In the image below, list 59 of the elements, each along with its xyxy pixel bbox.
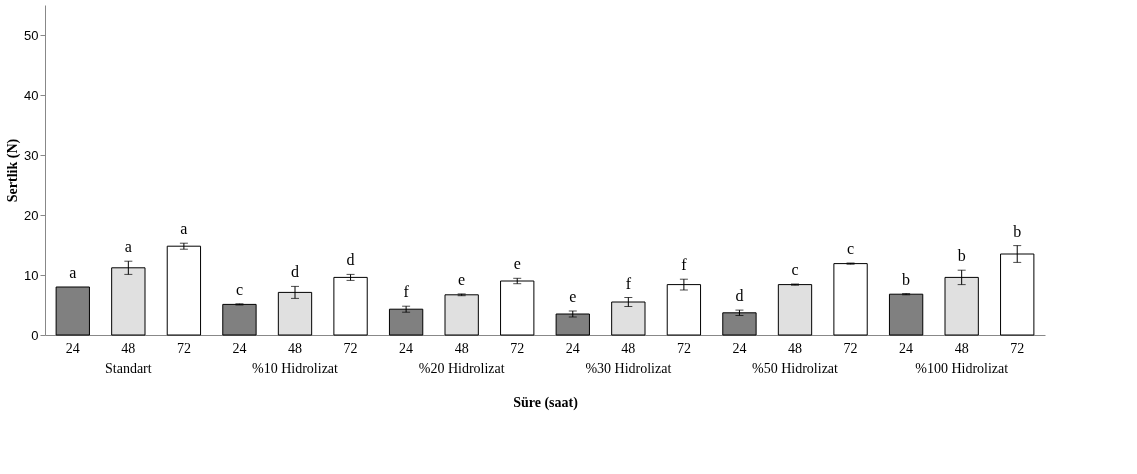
text: 24 [399,340,414,356]
bar [333,276,368,336]
x-tick-label: %10 Hidrolizat [252,361,339,376]
data-label: b [1013,222,1022,240]
x-tick-label: %50 Hidrolizat [752,361,839,376]
data-label: d [346,251,355,269]
bar [777,284,813,336]
bar [666,284,702,336]
y-tick-label: 20 [24,207,39,223]
text: 24 [732,340,747,356]
text: 24 [565,340,580,356]
text: 48 [454,340,469,356]
bar [611,301,646,336]
text: 48 [788,340,802,356]
data-label: b [902,270,911,288]
y-axis-title: Sertlik (N) [5,138,22,203]
data-label: e [569,288,577,305]
x-tick-label: %100 Hidrolizat [915,361,1009,376]
bar [444,294,479,336]
data-label: d [735,287,744,305]
y-tick-label: 40 [24,87,39,103]
data-label: c [791,261,799,278]
bar [277,291,313,336]
text: 72 [676,340,691,356]
data-label: a [124,238,132,256]
text: 72 [510,340,525,356]
data-label: c [847,240,855,257]
data-label: b [957,247,966,265]
series-label: 24 [65,340,80,356]
data-label: d [291,263,299,281]
text: 24 [232,340,247,356]
text: 24 [899,340,914,356]
data-label: f [681,256,688,274]
bar [833,263,868,336]
data-label: f [625,274,632,292]
x-tick-label: Standart [105,361,152,376]
data-label: a [69,264,77,281]
data-label: f [403,283,410,301]
text: 48 [288,340,302,356]
x-tick-label: %20 Hidrolizat [418,361,505,376]
data-label: e [458,270,466,288]
text: 72 [1010,340,1025,356]
data-label: c [235,280,243,298]
series-label: 48 [121,340,136,356]
data-label: e [513,255,521,273]
bar [500,280,535,336]
text: 48 [621,340,636,356]
text: 48 [954,340,969,356]
data-label: a [180,220,188,238]
x-tick-label: %30 Hidrolizat [585,361,672,376]
text: 72 [843,340,858,356]
series-label: 72 [176,340,191,356]
bar [166,245,202,336]
y-tick-label: 0 [31,327,39,343]
y-tick-label: 50 [24,27,39,43]
y-tick-label: 10 [24,267,39,283]
y-tick-label: 30 [24,147,39,163]
text: 72 [343,340,358,356]
x-axis-title: Süre (saat) [513,394,579,411]
